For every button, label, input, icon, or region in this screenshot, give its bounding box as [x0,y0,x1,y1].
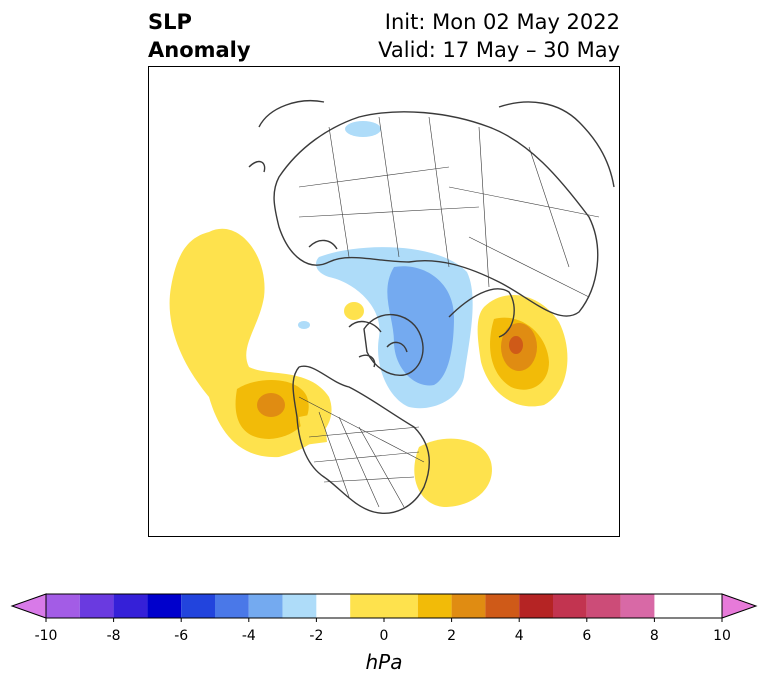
arctic-negative-core [387,266,454,386]
alaska-coast [448,288,515,338]
europe-negative-anomaly [345,121,381,137]
colorbar-extend-high [721,593,758,619]
colorbar [10,593,758,622]
eurasia-coast [273,111,599,317]
colorbar-segment [248,594,283,618]
colorbar-segment [553,594,587,618]
colorbar-segment [79,594,114,618]
colorbar-tick-label: 4 [514,628,524,644]
colorbar-segment [485,594,520,618]
arctic-islands-coast [348,320,408,368]
colorbar-tick-label: -4 [241,628,256,644]
colorbar-segment [451,594,486,618]
coastlines [248,100,615,514]
colorbar-segment [181,594,215,618]
colorbar-segment [113,594,148,618]
valid-range: Valid: 17 May – 30 May [378,38,620,62]
colorbar-segment [620,594,655,618]
colorbar-tick-label: -6 [174,628,189,644]
init-date: Init: Mon 02 May 2022 [384,10,620,34]
political-borders [298,116,600,508]
europe-coast [248,100,338,250]
siberia-coast [498,101,615,188]
colorbar-tick-label: 2 [447,628,457,644]
small-positive-anomaly [344,302,364,320]
colorbar-segment [350,594,418,618]
colorbar-segment [586,594,621,618]
eurasia-anomaly-center [509,336,523,354]
colorbar-segment [282,594,317,618]
map-title: SLP Anomaly [148,8,251,64]
canada-positive-anomaly [299,412,327,445]
colorbar-tick-label: -10 [34,628,58,644]
map-canvas [169,100,615,514]
colorbar-tick-label: 10 [713,628,731,644]
colorbar-tick-label: 6 [582,628,592,644]
anomaly-fills [169,121,568,507]
map-panel [148,66,620,537]
colorbar-tick-label: -8 [106,628,121,644]
colorbar-segment [147,594,182,618]
greenland-coast [363,313,424,376]
small-negative-anomaly [298,321,310,329]
north-america-coast [292,365,430,514]
colorbar-tick-label: -2 [309,628,324,644]
date-info: Init: Mon 02 May 2022 Valid: 17 May – 30… [378,8,620,64]
colorbar-segment [215,594,249,618]
pacific-anomaly-center [257,393,285,417]
atlantic-positive-anomaly [414,438,492,507]
colorbar-extend-low [10,593,47,619]
colorbar-segment [519,594,553,618]
colorbar-segment [46,594,80,618]
colorbar-units: hPa [365,650,403,674]
colorbar-segment [417,594,452,618]
colorbar-tick-label: 0 [379,628,389,644]
colorbar-segment [316,594,351,618]
colorbar-tick-label: 8 [649,628,659,644]
title-line-1: SLP [148,10,192,34]
title-line-2: Anomaly [148,38,251,62]
